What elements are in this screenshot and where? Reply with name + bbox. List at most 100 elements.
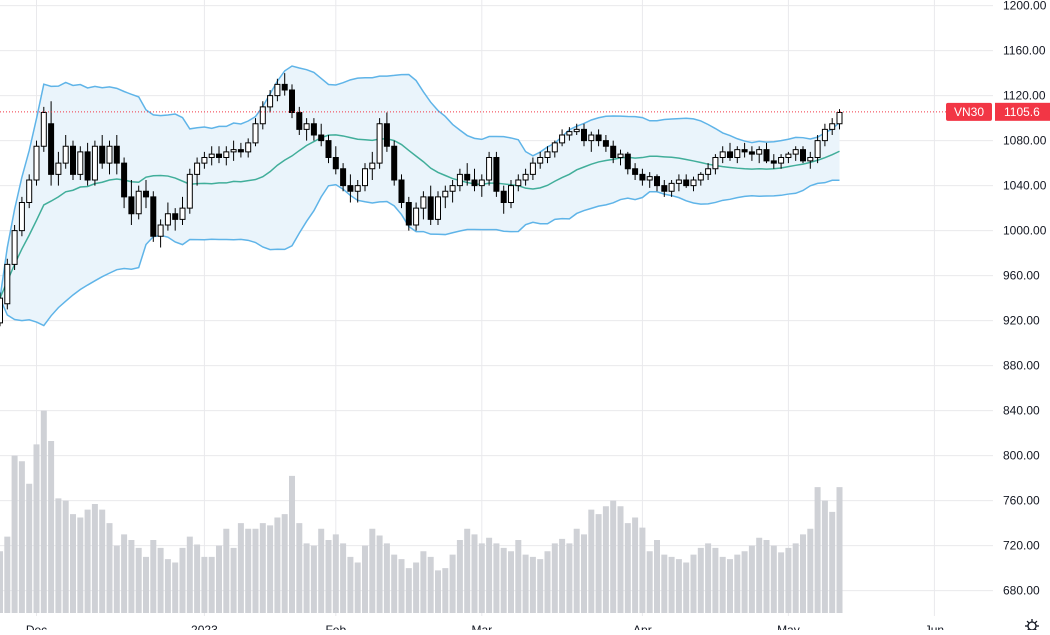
volume-bar: [500, 547, 507, 613]
price-tick-label: 1040.00: [1003, 179, 1047, 193]
price-tick-label: 1160.00: [1003, 44, 1046, 58]
volume-bar: [617, 506, 624, 613]
candle-body: [756, 149, 763, 155]
candle: [172, 208, 179, 231]
volume-bar: [588, 509, 595, 613]
candle: [727, 142, 733, 161]
time-tick-label: Dec: [26, 623, 47, 630]
candle: [734, 146, 741, 164]
last-price-tag: VN30 1105.6: [946, 102, 1050, 121]
candle-body: [697, 173, 704, 181]
gear-tooth: [1026, 620, 1030, 624]
candle: [551, 140, 558, 158]
price-tick-label: 1080.00: [1003, 134, 1047, 148]
candle: [435, 191, 441, 225]
candle: [515, 174, 522, 192]
candle: [646, 172, 653, 188]
volume-bar: [551, 543, 558, 613]
candle: [427, 185, 434, 225]
volume-bar: [464, 528, 471, 613]
volume-bar: [690, 554, 697, 613]
volume-bar: [581, 534, 587, 613]
candle-body: [289, 89, 295, 113]
volume-bar: [493, 543, 500, 613]
volume-bar: [303, 543, 310, 613]
candle-body: [632, 168, 639, 175]
candle: [18, 196, 25, 237]
candle-body: [493, 157, 500, 192]
candle: [230, 140, 237, 161]
candle: [573, 123, 580, 135]
volume-bar: [310, 545, 317, 613]
candle-body: [537, 157, 544, 164]
volume-bar: [281, 514, 288, 613]
price-tick-label: 960.00: [1003, 269, 1040, 283]
candle: [559, 129, 566, 147]
candle-body: [91, 145, 98, 181]
candle-body: [705, 168, 712, 175]
volume-bar: [449, 554, 456, 613]
bollinger-basis-line: [0, 134, 840, 299]
candle: [121, 157, 128, 209]
volume-bar: [821, 500, 828, 613]
volume-bar: [121, 534, 128, 613]
candle-body: [70, 145, 76, 175]
volume-bar: [354, 562, 361, 613]
candle-body: [515, 179, 522, 187]
candle-body: [610, 145, 617, 158]
candle-body: [646, 176, 653, 181]
candle-body: [654, 176, 660, 187]
volume-bar: [179, 547, 186, 613]
candle: [624, 151, 631, 175]
volume-bar: [143, 556, 149, 613]
volume-bar: [537, 559, 544, 613]
candle: [267, 90, 274, 113]
volume-bar: [486, 537, 493, 613]
candle-body: [778, 157, 785, 164]
volume-bar: [369, 528, 376, 613]
volume-bar: [712, 547, 719, 613]
time-axis[interactable]: Dec 2023 Feb Mar Apr May Jun: [26, 623, 944, 635]
candle-body: [281, 83, 288, 91]
volume-bar: [4, 536, 11, 613]
candle-body: [624, 153, 631, 170]
candle-body: [186, 173, 193, 209]
volume-bar: [413, 562, 420, 613]
candle: [493, 151, 500, 197]
candle-body: [602, 140, 609, 147]
candle-body: [456, 173, 463, 187]
candle-body: [544, 151, 551, 158]
volume-bar: [77, 517, 84, 613]
candle: [420, 191, 427, 220]
volume-bar: [756, 537, 763, 613]
candle: [289, 84, 295, 119]
volume-bar: [705, 543, 712, 613]
price-axis[interactable]: 680.00 720.00 760.00 800.00 840.00 880.00 920.…: [1003, 0, 1047, 598]
candle-body: [267, 95, 274, 108]
candle: [405, 196, 412, 231]
candle: [654, 174, 660, 192]
candle: [632, 163, 639, 180]
candle: [661, 180, 668, 197]
candle: [245, 138, 252, 158]
volume-bar: [347, 556, 354, 613]
volume-bar: [602, 506, 609, 613]
candle-body: [529, 162, 536, 175]
volume-bar: [267, 525, 274, 613]
candle: [128, 180, 135, 225]
candle-body: [383, 123, 390, 147]
volume-bar: [340, 543, 347, 613]
gear-icon[interactable]: [1025, 619, 1039, 633]
time-tick-label: Feb: [325, 623, 346, 630]
candle-body: [135, 190, 142, 215]
candle: [486, 151, 493, 186]
candle: [113, 135, 120, 175]
candle-body: [11, 230, 18, 265]
candle-body: [683, 179, 690, 187]
volume-bar: [128, 540, 135, 613]
candle: [442, 185, 449, 209]
volume-bar: [529, 556, 536, 613]
volume-bar: [84, 509, 91, 613]
